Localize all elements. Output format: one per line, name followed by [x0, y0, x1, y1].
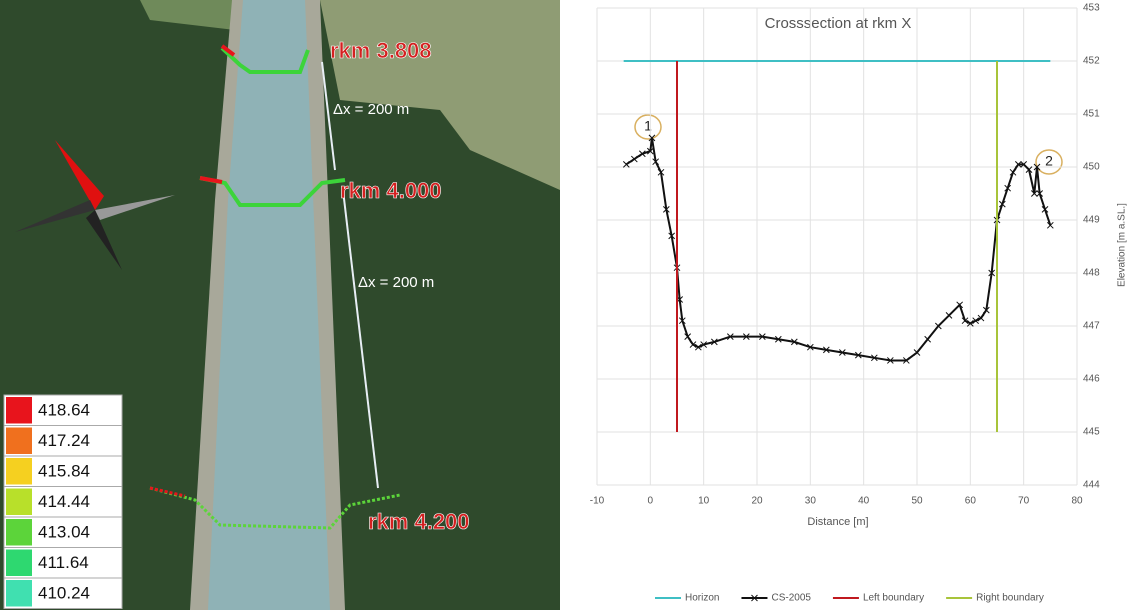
marker: [925, 336, 931, 342]
y-tick-label: 452: [1083, 56, 1100, 67]
legend-value: 411.64: [38, 553, 89, 572]
x-tick-label: 80: [1071, 496, 1083, 507]
page: rkm 3.808 rkm 4.000 rkm 4.200 Δx = 200 m…: [0, 0, 1131, 610]
rkm-label: rkm 4.000: [340, 178, 442, 203]
y-tick-label: 451: [1083, 109, 1100, 120]
marker: [946, 312, 952, 318]
legend-swatch: [6, 428, 32, 455]
x-tick-label: 60: [965, 496, 977, 507]
x-axis-label: Distance [m]: [807, 516, 868, 528]
figure: rkm 3.808 rkm 4.000 rkm 4.200 Δx = 200 m…: [0, 0, 1131, 610]
x-tick-label: 0: [648, 496, 654, 507]
x-tick-label: 40: [858, 496, 870, 507]
legend-swatch: [6, 397, 32, 424]
x-tick-label: 70: [1018, 496, 1030, 507]
annotation: 1: [644, 118, 652, 134]
legend-label: Left boundary: [863, 593, 924, 604]
spacing-label: Δx = 200 m: [358, 274, 434, 291]
y-tick-label: 447: [1083, 321, 1100, 332]
series-line: [626, 138, 1050, 361]
x-tick-label: 30: [805, 496, 817, 507]
legend-label: CS-2005: [771, 593, 811, 604]
legend-swatch: [6, 519, 32, 546]
legend-swatch: [6, 489, 32, 516]
legend-value: 418.64: [38, 400, 90, 419]
y-tick-label: 449: [1083, 215, 1100, 226]
rkm-label: rkm 3.808: [330, 38, 432, 63]
chart-title: Crosssection at rkm X: [765, 15, 912, 32]
y-tick-label: 453: [1083, 3, 1100, 14]
y-tick-label: 445: [1083, 427, 1100, 438]
legend-label: Right boundary: [976, 593, 1044, 604]
annotation: 2: [1045, 153, 1053, 169]
x-tick-label: -10: [590, 496, 605, 507]
marker: [631, 156, 637, 162]
x-tick-label: 20: [751, 496, 763, 507]
legend-value: 414.44: [38, 492, 90, 511]
legend-label: Horizon: [685, 593, 719, 604]
legend-value: 413.04: [38, 522, 90, 541]
y-tick-label: 448: [1083, 268, 1100, 279]
y-tick-label: 450: [1083, 162, 1100, 173]
y-axis-label: Elevation [m a.SL.]: [1117, 203, 1128, 287]
rkm-label: rkm 4.200: [368, 509, 470, 534]
x-tick-label: 50: [911, 496, 923, 507]
legend-value: 415.84: [38, 461, 90, 480]
y-tick-label: 444: [1083, 480, 1100, 491]
legend-value: 410.24: [38, 583, 90, 602]
y-tick-label: 446: [1083, 374, 1100, 385]
spacing-label: Δx = 200 m: [333, 101, 409, 118]
legend-swatch: [6, 458, 32, 485]
legend-swatch: [6, 580, 32, 607]
x-tick-label: 10: [698, 496, 710, 507]
marker: [623, 161, 629, 167]
legend-swatch: [6, 550, 32, 577]
legend-value: 417.24: [38, 431, 90, 450]
